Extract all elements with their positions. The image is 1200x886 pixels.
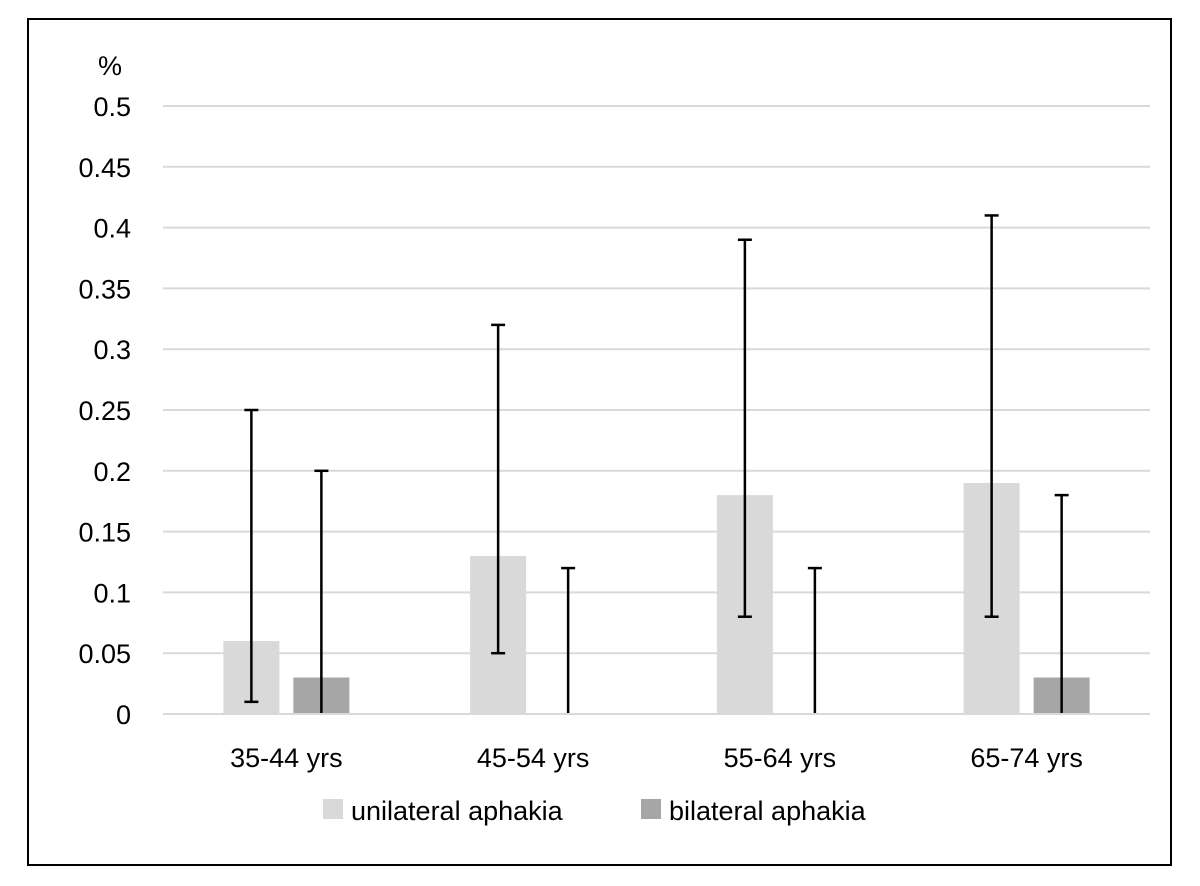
y-tick-label: 0.05 bbox=[78, 639, 131, 669]
legend-swatch-bilateral bbox=[641, 799, 661, 819]
x-tick-label: 35-44 yrs bbox=[230, 743, 343, 773]
y-tick-label: 0.45 bbox=[78, 153, 131, 183]
y-tick-label: 0.35 bbox=[78, 274, 131, 304]
y-tick-label: 0.25 bbox=[78, 396, 131, 426]
legend-swatch-unilateral bbox=[323, 799, 343, 819]
y-tick-label: 0.1 bbox=[93, 578, 131, 608]
x-tick-label: 55-64 yrs bbox=[724, 743, 837, 773]
legend-label-bilateral: bilateral aphakia bbox=[669, 796, 867, 826]
y-axis-unit-label: % bbox=[98, 51, 122, 81]
y-tick-label: 0 bbox=[116, 700, 131, 730]
y-tick-label: 0.2 bbox=[93, 457, 131, 487]
y-tick-label: 0.5 bbox=[93, 92, 131, 122]
legend: unilateral aphakia bilateral aphakia bbox=[323, 796, 867, 826]
bars bbox=[223, 482, 1090, 714]
chart-frame bbox=[27, 18, 1172, 866]
y-tick-label: 0.3 bbox=[93, 335, 131, 365]
y-tick-label: 0.15 bbox=[78, 518, 131, 548]
y-axis: 0 0.05 0.1 0.15 0.2 0.25 0.3 0.35 0.4 0.45 0.5 bbox=[78, 92, 131, 730]
y-tick-label: 0.4 bbox=[93, 214, 131, 244]
x-axis: 35-44 yrs 45-54 yrs 55-64 yrs 65-74 yrs bbox=[230, 743, 1083, 773]
error-bars bbox=[244, 214, 1069, 714]
legend-label-unilateral: unilateral aphakia bbox=[351, 796, 564, 826]
x-tick-label: 45-54 yrs bbox=[477, 743, 590, 773]
x-tick-label: 65-74 yrs bbox=[970, 743, 1083, 773]
